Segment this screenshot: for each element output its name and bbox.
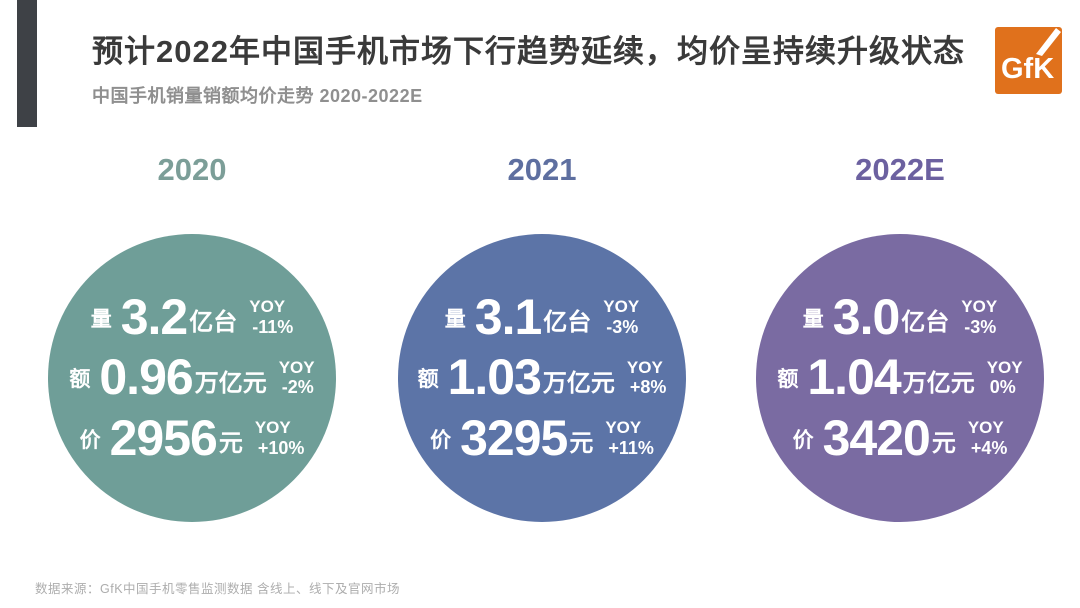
yoy-value: -2% [281,377,314,398]
metric-label: 量 [444,307,466,331]
yoy-value: +8% [629,377,667,398]
metric-label: 价 [79,428,101,452]
yoy-label: YOY [249,297,286,317]
metric-value: 3420 [822,409,931,466]
yoy-value: -3% [606,316,639,337]
yoy-value: 0% [989,377,1016,398]
metric-label: 额 [69,368,91,391]
metric-volume: 量 3.2 亿台 YOY -11% [48,288,336,345]
yoy-label: YOY [626,357,663,377]
metric-label: 价 [430,428,452,452]
yoy-value: -3% [964,316,997,337]
metric-label: 价 [792,428,814,452]
bubble-2020: 量 3.2 亿台 YOY -11% 额 0.96 万亿元 YOY -2% 价 2 [48,234,336,522]
yoy-value: +4% [970,437,1008,458]
yoy-label: YOY [278,357,315,377]
source-note: 数据来源：GfK中国手机零售监测数据 含线上、线下及官网市场 [35,582,401,596]
yoy-label: YOY [605,418,642,438]
metric-value: 1.03 [447,349,542,406]
accent-bar [17,0,37,127]
yoy-label: YOY [961,297,998,317]
gfk-logo: GfK [995,27,1062,94]
yoy-value: -11% [252,316,294,337]
yoy-label: YOY [967,418,1004,438]
metric-value: 3.0 [832,288,901,345]
metric-revenue: 额 1.04 万亿元 YOY 0% [756,349,1044,406]
metric-label: 额 [777,368,799,391]
metric-yoy: YOY -3% [961,297,997,337]
metric-asp: 价 3420 元 YOY +4% [756,409,1044,466]
metric-label: 额 [417,368,439,391]
metric-unit: 万亿元 [542,369,615,397]
metric-unit: 元 [931,430,956,458]
metric-unit: 元 [569,430,594,458]
metric-label: 量 [90,307,112,331]
column-2022e: 2022E 量 3.0 亿台 YOY -3% 额 1.04 万亿元 YOY 0% [756,150,1044,522]
metric-unit: 元 [218,430,243,458]
metric-volume: 量 3.0 亿台 YOY -3% [756,288,1044,345]
metric-yoy: YOY +10% [255,418,305,458]
metric-revenue: 额 0.96 万亿元 YOY -2% [48,349,336,406]
metric-volume: 量 3.1 亿台 YOY -3% [398,288,686,345]
page-title: 预计2022年中国手机市场下行趋势延续，均价呈持续升级状态 [92,34,965,69]
metric-value: 3.1 [474,288,543,345]
metric-yoy: YOY +4% [968,418,1008,458]
metric-value: 0.96 [99,349,193,406]
gfk-logo-icon: GfK [995,27,1062,94]
year-label-2020: 2020 [157,152,227,187]
year-label-2021: 2021 [507,152,577,187]
metric-yoy: YOY -3% [603,297,639,337]
yoy-value: +10% [257,437,305,458]
yoy-value: +11% [608,437,654,458]
metric-revenue: 额 1.03 万亿元 YOY +8% [398,349,686,406]
metric-yoy: YOY -2% [279,358,315,398]
yoy-label: YOY [254,418,291,438]
metric-value: 1.04 [807,349,901,406]
metric-asp: 价 3295 元 YOY +11% [398,409,686,466]
yoy-label: YOY [603,297,640,317]
metric-unit: 万亿元 [902,369,975,397]
column-2021: 2021 量 3.1 亿台 YOY -3% 额 1.03 万亿元 YOY +8% [398,150,686,522]
bubble-2022e: 量 3.0 亿台 YOY -3% 额 1.04 万亿元 YOY 0% 价 342 [756,234,1044,522]
bubble-2021: 量 3.1 亿台 YOY -3% 额 1.03 万亿元 YOY +8% 价 32 [398,234,686,522]
metric-unit: 亿台 [189,309,238,337]
column-2020: 2020 量 3.2 亿台 YOY -11% 额 0.96 万亿元 YOY -2… [48,150,336,522]
metric-yoy: YOY 0% [987,358,1023,398]
metric-yoy: YOY +8% [627,358,667,398]
page-subtitle: 中国手机销量销额均价走势 2020-2022E [92,86,423,106]
metric-asp: 价 2956 元 YOY +10% [48,409,336,466]
metric-unit: 亿台 [901,309,950,337]
metric-label: 量 [802,307,824,331]
year-label-2022e: 2022E [855,152,945,187]
metric-value: 3.2 [120,288,189,345]
svg-text:GfK: GfK [1001,53,1054,85]
metric-yoy: YOY -11% [249,297,293,337]
yoy-label: YOY [986,357,1023,377]
metric-value: 2956 [109,409,218,466]
metric-unit: 亿台 [543,309,592,337]
metric-value: 3295 [460,409,568,466]
metric-yoy: YOY +11% [605,418,654,458]
metric-unit: 万亿元 [194,369,267,397]
